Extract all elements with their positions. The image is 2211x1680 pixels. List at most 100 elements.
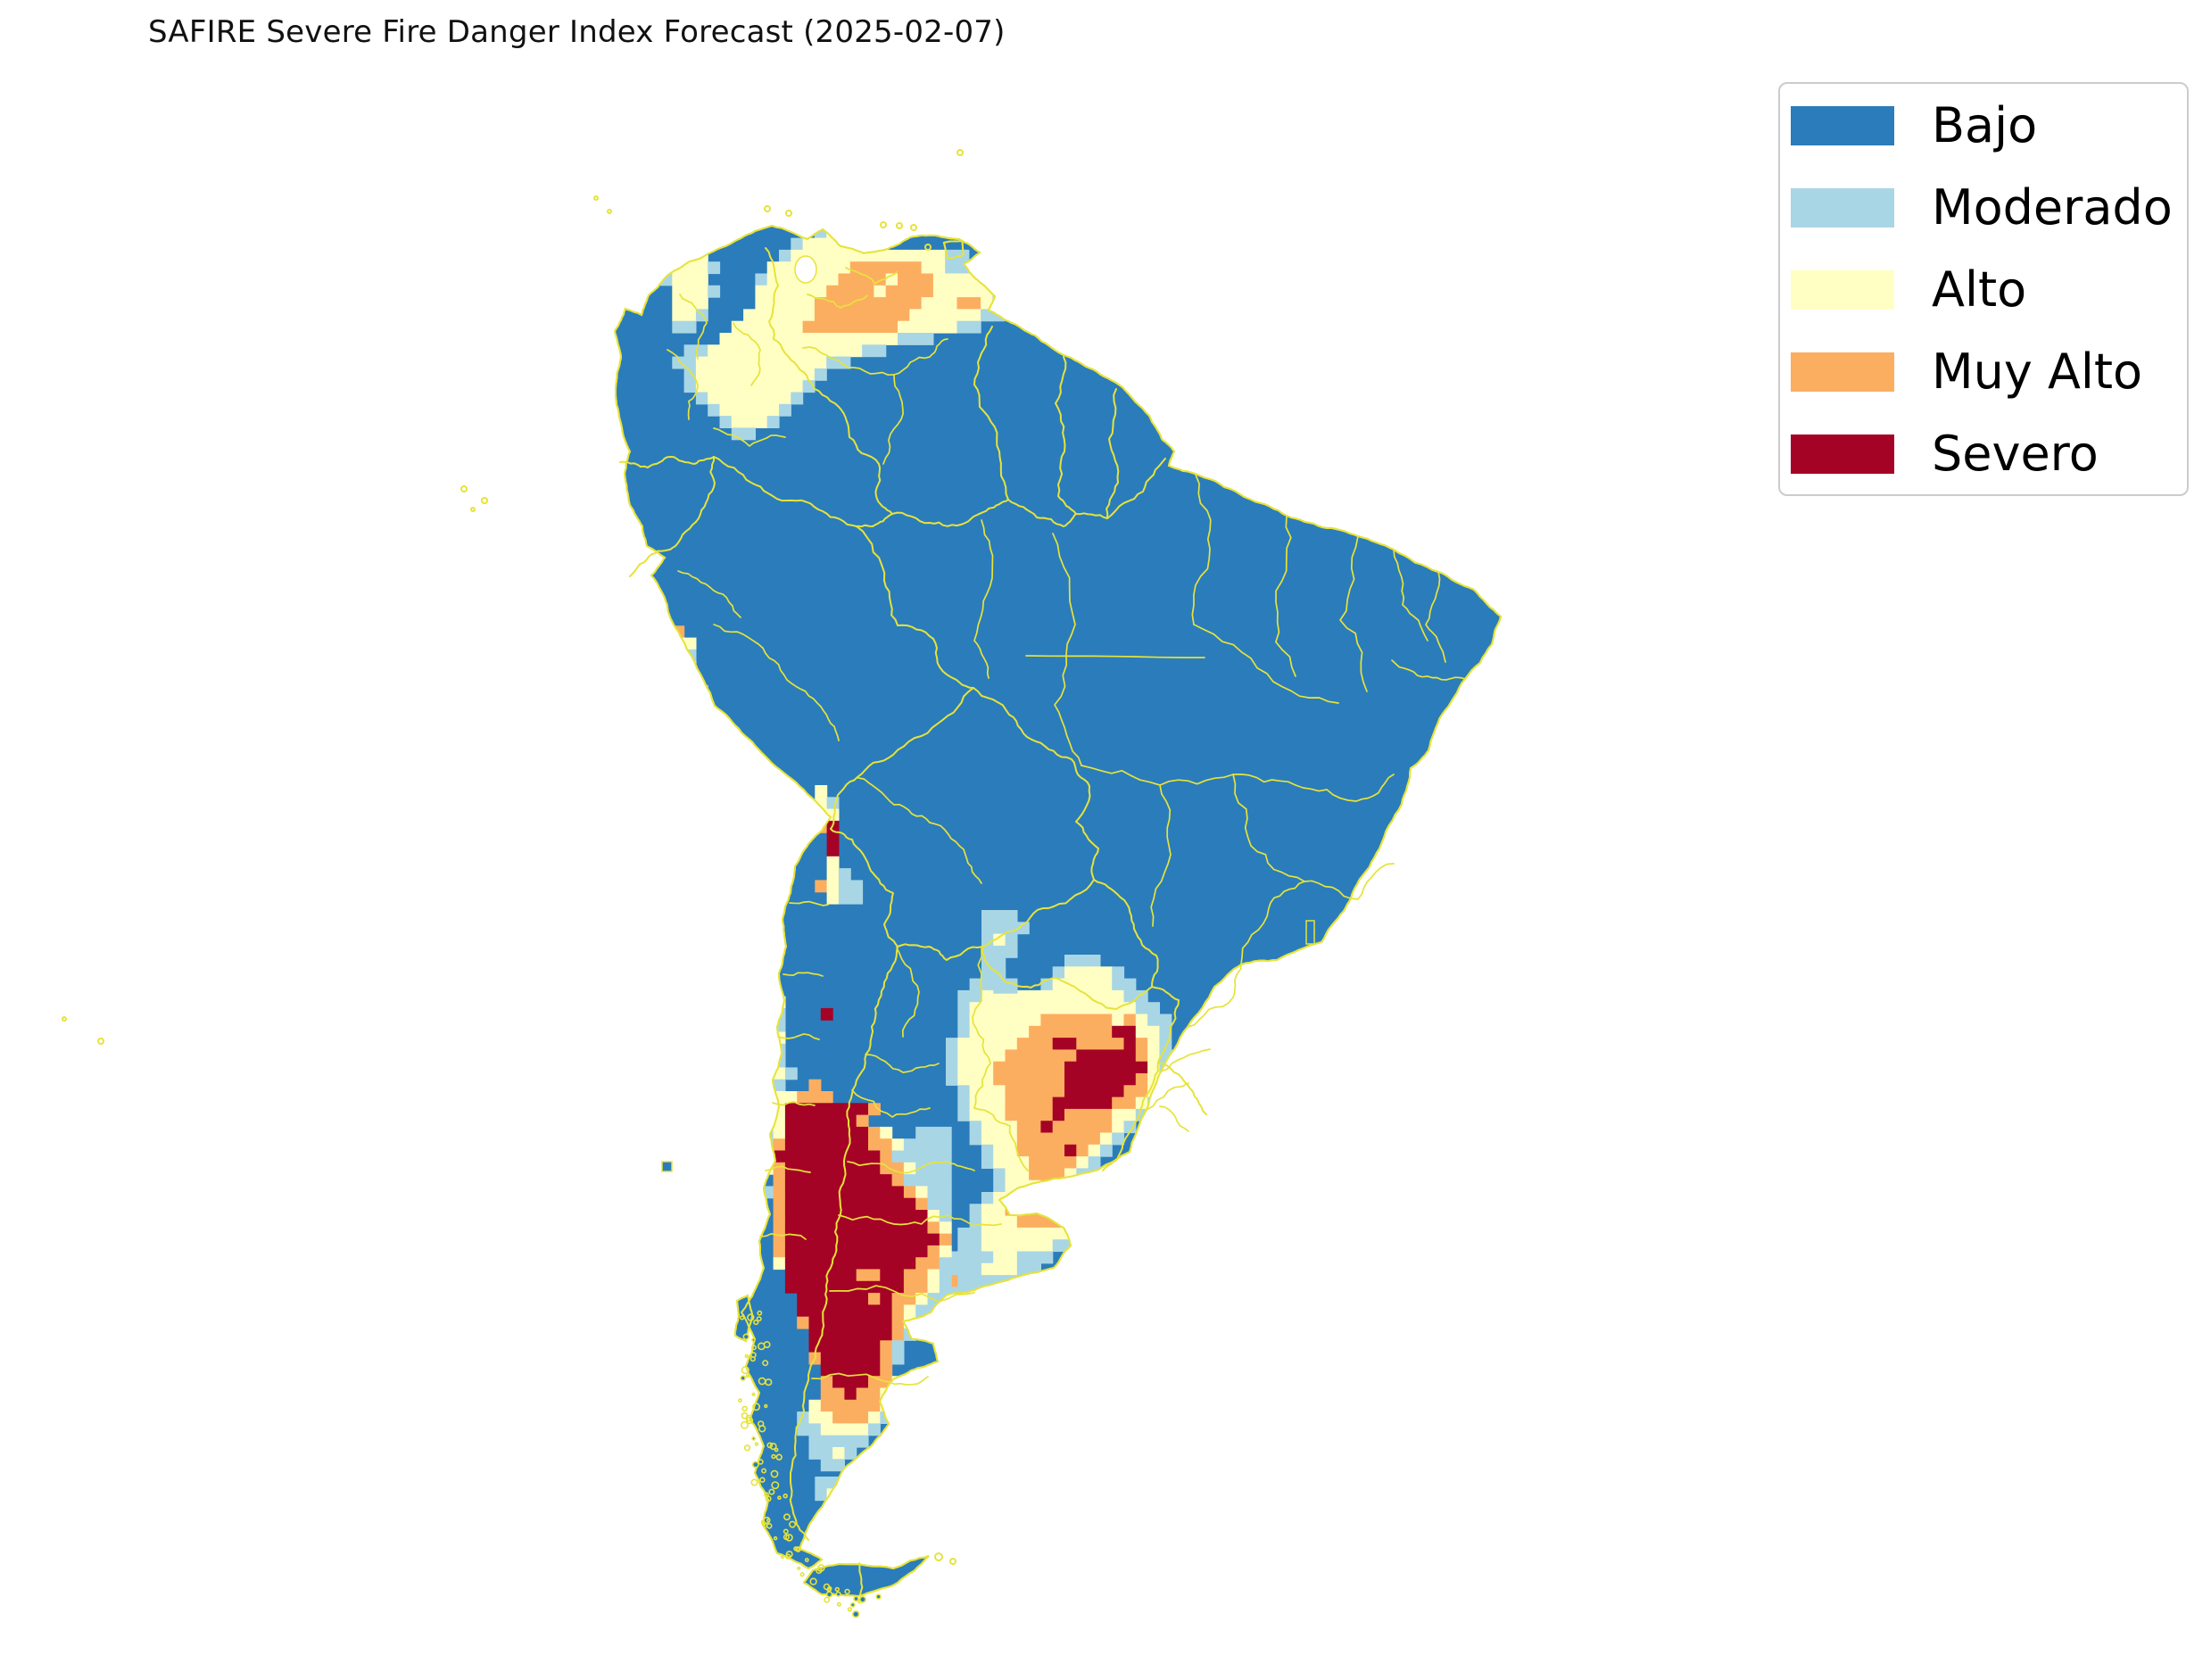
danger-cell-moderado xyxy=(981,922,994,935)
fjord-island-speck xyxy=(783,1513,791,1521)
danger-cell-alto xyxy=(683,637,697,650)
island-speck xyxy=(956,149,964,156)
fjord-island-speck xyxy=(797,1566,801,1570)
country-border xyxy=(1007,499,1077,527)
danger-cell-moderado xyxy=(946,1334,958,1347)
danger-cell-severo xyxy=(1112,1061,1125,1074)
danger-cell-severo xyxy=(820,1257,833,1270)
danger-cell-alto xyxy=(1076,1002,1089,1015)
danger-cell-muy_alto xyxy=(814,320,827,334)
danger-cell-severo xyxy=(915,1245,929,1258)
danger-cell-muy_alto xyxy=(826,297,840,310)
danger-cell-severo xyxy=(808,1103,822,1116)
danger-cell-moderado xyxy=(1147,1014,1160,1027)
danger-cell-severo xyxy=(868,1304,881,1318)
danger-cell-moderado xyxy=(957,1298,971,1312)
fjord-island-speck xyxy=(758,1377,766,1386)
danger-cell-moderado xyxy=(1016,1262,1030,1276)
danger-cell-muy_alto xyxy=(1099,1038,1113,1050)
danger-cell-muy_alto xyxy=(956,297,970,310)
danger-cell-severo xyxy=(784,1103,798,1116)
danger-cell-severo xyxy=(784,1221,798,1235)
danger-cell-muy_alto xyxy=(915,1269,929,1282)
danger-cell-moderado xyxy=(946,1345,958,1359)
fjord-island-speck xyxy=(826,1587,832,1593)
danger-cell-alto xyxy=(957,1061,971,1074)
danger-cell-moderado xyxy=(969,1311,982,1323)
danger-cell-severo xyxy=(808,1197,822,1211)
danger-cell-muy_alto xyxy=(815,880,828,893)
danger-cell-severo xyxy=(880,1257,893,1270)
danger-cell-moderado xyxy=(1029,1251,1041,1264)
danger-cell-severo xyxy=(784,1257,798,1270)
danger-cell-alto xyxy=(939,1245,952,1258)
danger-cell-alto xyxy=(981,1132,994,1146)
danger-cell-alto xyxy=(945,273,958,286)
danger-cell-alto xyxy=(731,333,744,345)
danger-cell-severo xyxy=(820,1126,833,1139)
danger-cell-moderado xyxy=(957,1275,971,1287)
danger-cell-alto xyxy=(993,1038,1006,1050)
danger-cell-moderado xyxy=(992,273,1006,286)
admin-border xyxy=(1191,474,1212,625)
danger-cell-alto xyxy=(1147,1025,1160,1039)
fjord-island-speck xyxy=(766,1442,774,1449)
danger-cell-alto xyxy=(814,237,827,251)
danger-cell-severo xyxy=(1088,1049,1101,1063)
danger-cell-moderado xyxy=(993,1322,1006,1336)
fjord-island-speck xyxy=(745,1374,749,1378)
danger-cell-severo xyxy=(797,1162,810,1175)
danger-cell-moderado xyxy=(939,1257,952,1270)
danger-cell-muy_alto xyxy=(1029,1144,1041,1157)
danger-cell-muy_alto xyxy=(1099,1108,1113,1121)
danger-cell-severo xyxy=(1064,1144,1077,1157)
danger-cell-muy_alto xyxy=(1040,1168,1054,1181)
danger-cell-severo xyxy=(844,1340,857,1353)
danger-cell-alto xyxy=(981,1097,994,1110)
danger-cell-moderado xyxy=(1088,1239,1101,1253)
danger-cell-moderado xyxy=(849,226,863,239)
danger-cell-muy_alto xyxy=(1052,1179,1065,1193)
danger-cell-moderado xyxy=(957,1014,971,1027)
danger-cell-muy_alto xyxy=(832,1399,845,1412)
danger-cell-severo xyxy=(868,1174,881,1187)
fjord-island-speck xyxy=(816,1567,823,1575)
danger-cell-alto xyxy=(755,403,768,417)
country-border xyxy=(973,326,1009,501)
danger-cell-muy_alto xyxy=(1064,1192,1077,1204)
danger-cell-alto xyxy=(672,273,685,286)
danger-cell-moderado xyxy=(1052,966,1065,980)
danger-cell-alto xyxy=(885,249,898,262)
legend-label-muy-alto: Muy Alto xyxy=(1932,343,2143,400)
danger-cell-alto xyxy=(802,368,816,381)
danger-cell-alto xyxy=(779,273,791,286)
danger-cell-moderado xyxy=(1064,955,1077,967)
danger-cell-severo xyxy=(844,1269,857,1282)
danger-cell-alto xyxy=(981,1121,994,1134)
danger-cell-muy_alto xyxy=(1076,1121,1089,1134)
danger-cell-moderado xyxy=(957,1108,971,1121)
admin-border xyxy=(929,822,982,884)
danger-cell-moderado xyxy=(1147,1002,1160,1015)
danger-cell-muy_alto xyxy=(773,1245,786,1258)
danger-cell-alto xyxy=(993,1085,1006,1098)
danger-cell-severo xyxy=(832,1304,845,1318)
danger-cell-muy_alto xyxy=(1040,1097,1054,1110)
danger-cell-severo xyxy=(868,1186,881,1199)
danger-cell-severo xyxy=(808,1186,822,1199)
danger-cell-moderado xyxy=(945,261,958,275)
admin-border xyxy=(857,777,931,823)
danger-cell-severo xyxy=(880,1186,893,1199)
danger-cell-severo xyxy=(808,1257,822,1270)
danger-cell-severo xyxy=(844,1162,857,1175)
danger-cell-alto xyxy=(1112,1121,1125,1134)
danger-cell-moderado xyxy=(838,1477,851,1489)
raster-patch-arica-coast xyxy=(815,785,864,905)
danger-cell-muy_alto xyxy=(802,320,816,334)
danger-cell-severo xyxy=(832,1352,845,1365)
admin-border xyxy=(713,427,786,447)
danger-cell-moderado xyxy=(1112,966,1125,980)
danger-cell-moderado xyxy=(957,989,971,1003)
danger-cell-muy_alto xyxy=(820,1387,833,1401)
